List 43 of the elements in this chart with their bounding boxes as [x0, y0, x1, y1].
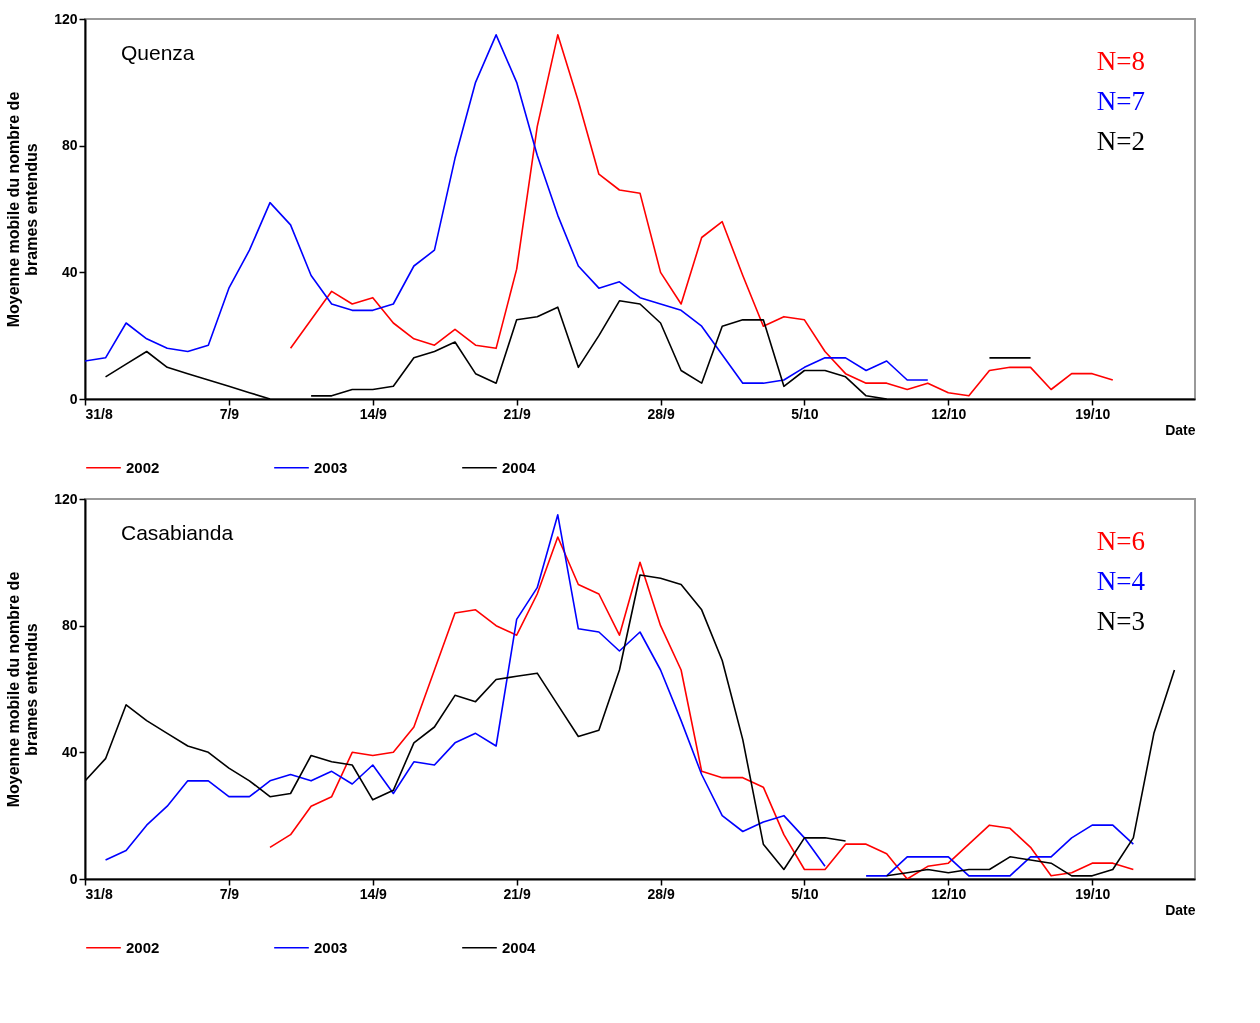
- annotation: N=2: [1096, 126, 1145, 156]
- annotation: N=3: [1096, 606, 1145, 636]
- x-tick-label: 14/9: [359, 885, 388, 902]
- x-tick-label: 7/9: [219, 885, 240, 902]
- x-tick-label: 21/9: [503, 405, 531, 422]
- x-tick-label: 21/9: [503, 885, 531, 902]
- text: Quenza: [121, 41, 195, 64]
- y-tick-label: 80: [61, 137, 78, 154]
- y-axis-title: Moyenne mobile du nombre de brames entendus: [5, 571, 41, 808]
- y-tick-label: 40: [61, 743, 78, 760]
- text: Casabianda: [121, 521, 234, 544]
- y-tick-label: 120: [54, 490, 78, 507]
- x-tick-label: 28/9: [647, 885, 675, 902]
- annotation: N=8: [1096, 46, 1145, 76]
- y-tick-label: 120: [54, 10, 78, 27]
- x-tick-label: 19/10: [1075, 405, 1111, 422]
- y-tick-label: 0: [69, 870, 78, 887]
- line-series: [85, 34, 929, 384]
- x-tick-label: 19/10: [1075, 885, 1111, 902]
- x-tick-label: 7/9: [219, 405, 240, 422]
- x-tick-label: 28/9: [647, 405, 675, 422]
- x-tick-label: 5/10: [791, 885, 819, 902]
- x-tick-label: 5/10: [791, 405, 819, 422]
- legend-label: 2003: [314, 458, 348, 476]
- annotation: N=4: [1096, 566, 1146, 596]
- x-tick-label: 31/8: [85, 885, 113, 902]
- x-axis-title: Date: [1165, 421, 1196, 438]
- legend-label: 2003: [314, 938, 348, 956]
- legend-label: 2004: [502, 458, 537, 476]
- y-tick-label: 40: [61, 263, 78, 280]
- annotation: N=7: [1096, 86, 1145, 116]
- x-axis-title: Date: [1165, 901, 1196, 918]
- legend-label: 2002: [126, 938, 160, 956]
- y-tick-label: 0: [69, 390, 78, 407]
- annotation: N=6: [1096, 526, 1145, 556]
- x-tick-label: 12/10: [931, 405, 967, 422]
- y-tick-label: 80: [61, 617, 78, 634]
- x-tick-label: 12/10: [931, 885, 967, 902]
- legend-label: 2002: [126, 458, 160, 476]
- x-tick-label: 31/8: [85, 405, 113, 422]
- y-axis-title: Moyenne mobile du nombre de brames entendus: [5, 91, 41, 328]
- x-tick-label: 14/9: [359, 405, 388, 422]
- legend-label: 2004: [502, 938, 537, 956]
